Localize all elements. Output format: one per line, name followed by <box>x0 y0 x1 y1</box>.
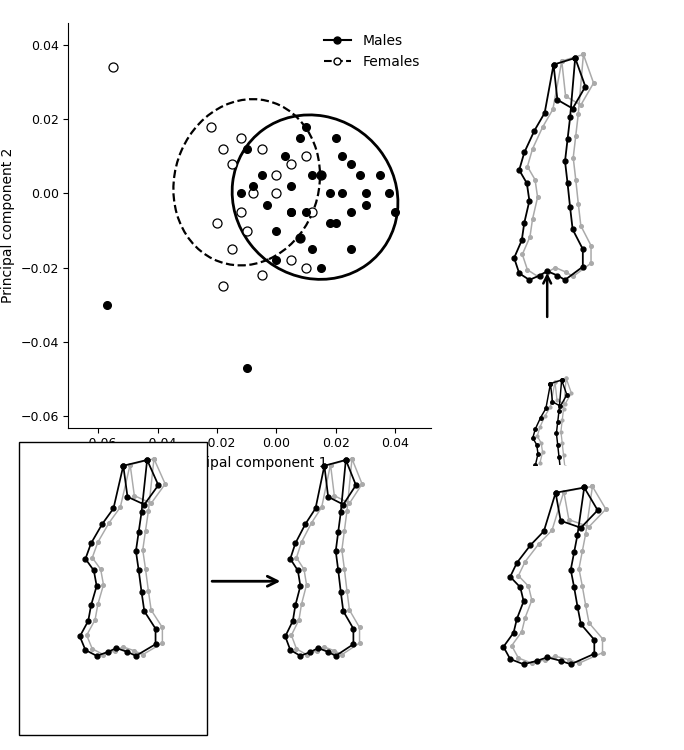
X-axis label: Principal component 1: Principal component 1 <box>172 456 328 470</box>
Legend: Males, Females: Males, Females <box>319 29 424 73</box>
Y-axis label: Principal component 2: Principal component 2 <box>1 147 15 303</box>
